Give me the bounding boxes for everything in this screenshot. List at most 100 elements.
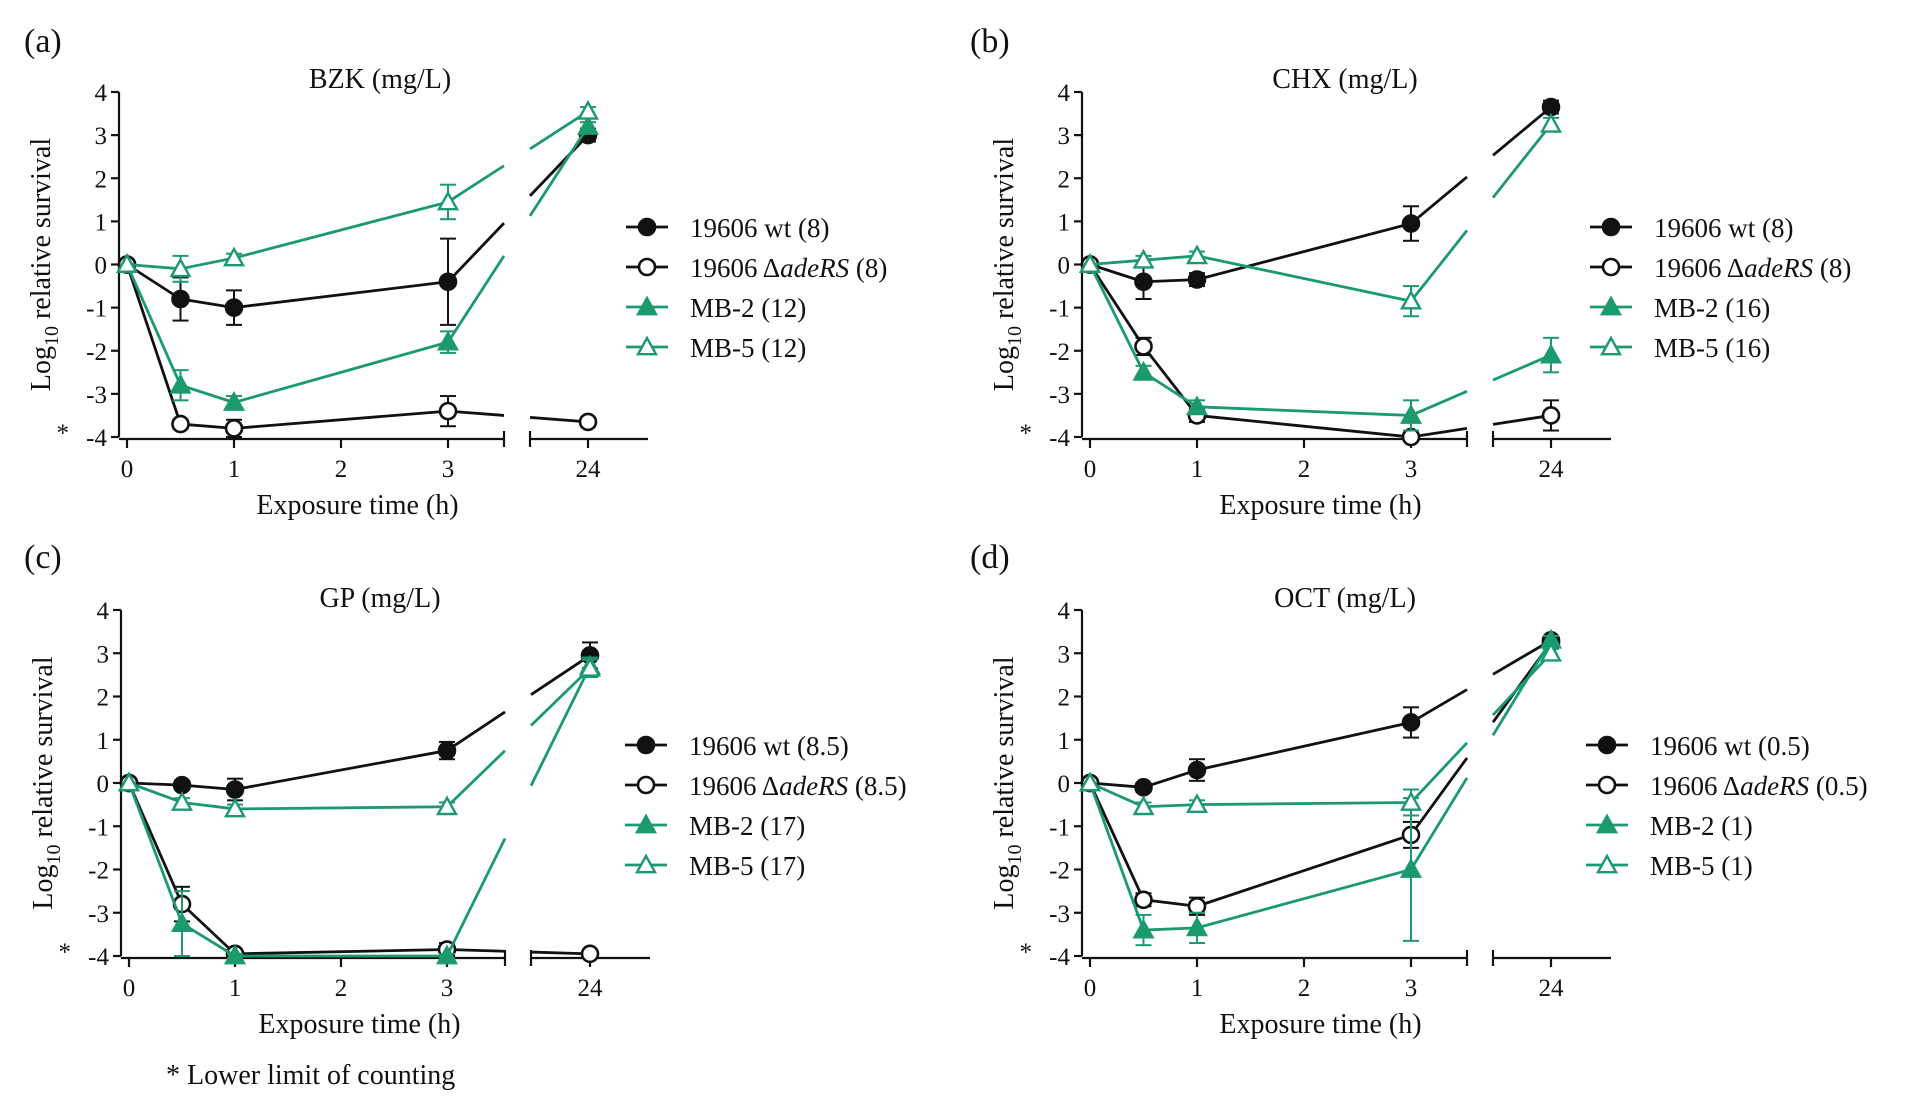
legend-marker xyxy=(1599,335,1623,356)
data-point xyxy=(1132,360,1155,381)
data-point xyxy=(435,795,459,816)
series-line xyxy=(233,200,449,260)
series-line xyxy=(447,164,505,204)
y-tick-label: -4 xyxy=(1049,944,1070,971)
series-line xyxy=(446,222,506,283)
data-point xyxy=(437,741,457,760)
data-point xyxy=(1401,214,1421,233)
data-point xyxy=(1134,272,1153,292)
panel-label: (d) xyxy=(970,539,1010,576)
data-point xyxy=(1185,395,1209,416)
data-point xyxy=(438,401,458,421)
legend-label: 19606 ΔadeRS (0.5) xyxy=(1650,771,1868,801)
y-tick-label: 3 xyxy=(97,641,110,668)
legend-label: 19606 wt (8) xyxy=(1654,213,1793,243)
x-tick-label: 3 xyxy=(1405,975,1418,1002)
legend-label: MB-2 (17) xyxy=(689,811,805,841)
y-tick-label: 1 xyxy=(1058,728,1071,755)
data-point xyxy=(578,412,598,432)
series-line xyxy=(1196,405,1412,417)
series-line xyxy=(1491,652,1553,717)
x-tick-label: 3 xyxy=(441,975,454,1002)
series-line xyxy=(530,950,591,956)
series-line xyxy=(126,263,181,271)
series-3: MB-5 (12) xyxy=(115,99,806,363)
data-point xyxy=(1399,403,1423,424)
y-tick-label: -1 xyxy=(1049,296,1070,323)
data-point xyxy=(1078,771,1102,792)
y-tick-label: -3 xyxy=(88,901,109,928)
y-tick-label: 3 xyxy=(1058,123,1071,150)
y-tick-label: 3 xyxy=(1058,641,1071,668)
y-tick-label: -1 xyxy=(1049,814,1070,841)
series-line xyxy=(1196,721,1412,772)
series-line xyxy=(1143,803,1198,809)
y-tick-label: 1 xyxy=(95,209,108,236)
series-line xyxy=(530,654,591,696)
chart-panel-d: (d) OCT (mg/L) -4 -3 -2 -1 0 1 2 3 4 * 0 1 2 3 24 Exposur… xyxy=(970,539,1868,1040)
data-point xyxy=(169,373,192,394)
data-point xyxy=(1539,112,1563,133)
series-3: MB-5 (16) xyxy=(1078,112,1770,363)
legend-label: MB-2 (12) xyxy=(690,293,806,323)
data-point xyxy=(170,912,194,932)
data-point xyxy=(117,771,141,792)
y-tick-label: 2 xyxy=(97,685,110,712)
legend-marker xyxy=(634,853,658,874)
data-point xyxy=(438,272,458,292)
series-line xyxy=(127,782,184,925)
y-tick-label: -4 xyxy=(86,425,107,452)
y-axis-title: Log10 relative survival xyxy=(989,656,1026,909)
data-point xyxy=(436,190,460,211)
y-tick-label: -2 xyxy=(86,339,107,366)
lower-limit-marker: * xyxy=(1020,939,1033,966)
series-line xyxy=(1088,782,1145,931)
series-line xyxy=(1491,639,1553,736)
legend-marker xyxy=(636,735,656,755)
legend-marker xyxy=(1599,295,1623,316)
chart-panel-a: (a) BZK (mg/L) -4 -3 -2 -1 0 1 2 3 4 * 0 1 2 3 24 Exposur… xyxy=(24,23,887,521)
y-tick-label: 0 xyxy=(95,253,108,280)
series-line xyxy=(1409,741,1469,804)
series-line xyxy=(1089,258,1144,266)
x-tick-label: 2 xyxy=(1298,975,1311,1002)
series-line xyxy=(234,805,448,811)
series-line xyxy=(528,134,590,197)
x-tick-label: 24 xyxy=(576,456,602,483)
footnote: * Lower limit of counting xyxy=(166,1060,456,1091)
panel-label: (b) xyxy=(970,23,1010,60)
legend-marker xyxy=(1597,775,1617,795)
data-point xyxy=(223,944,247,965)
series-line xyxy=(445,837,507,957)
legend-marker xyxy=(636,775,656,795)
panel-label: (c) xyxy=(24,539,62,576)
legend-label: MB-2 (1) xyxy=(1650,811,1753,841)
lower-limit-marker: * xyxy=(57,420,70,447)
data-point xyxy=(172,775,192,795)
series-2: MB-2 (16) xyxy=(1078,253,1770,432)
data-point xyxy=(1399,858,1423,878)
data-point xyxy=(1187,760,1207,780)
y-tick-label: -1 xyxy=(88,814,109,841)
series-line xyxy=(1410,426,1468,439)
legend-label: 19606 wt (0.5) xyxy=(1650,731,1810,761)
series-line xyxy=(1410,390,1468,417)
data-point xyxy=(435,944,459,965)
legend-marker xyxy=(1601,257,1621,277)
series-line xyxy=(1491,123,1553,199)
series-line xyxy=(181,903,236,955)
series-line xyxy=(1410,688,1468,724)
series-line xyxy=(1492,414,1552,426)
lower-limit-marker: * xyxy=(59,939,72,966)
series-line xyxy=(446,710,506,752)
series-line xyxy=(128,781,183,804)
x-tick-label: 24 xyxy=(1539,456,1565,483)
data-point xyxy=(578,656,602,677)
data-point xyxy=(171,414,190,434)
lower-limit-marker: * xyxy=(1020,420,1033,447)
chart-title: CHX (mg/L) xyxy=(1272,64,1417,95)
y-tick-label: -3 xyxy=(1049,382,1070,409)
data-point xyxy=(225,780,245,799)
y-tick-label: 4 xyxy=(97,598,110,625)
series-line xyxy=(233,409,449,430)
